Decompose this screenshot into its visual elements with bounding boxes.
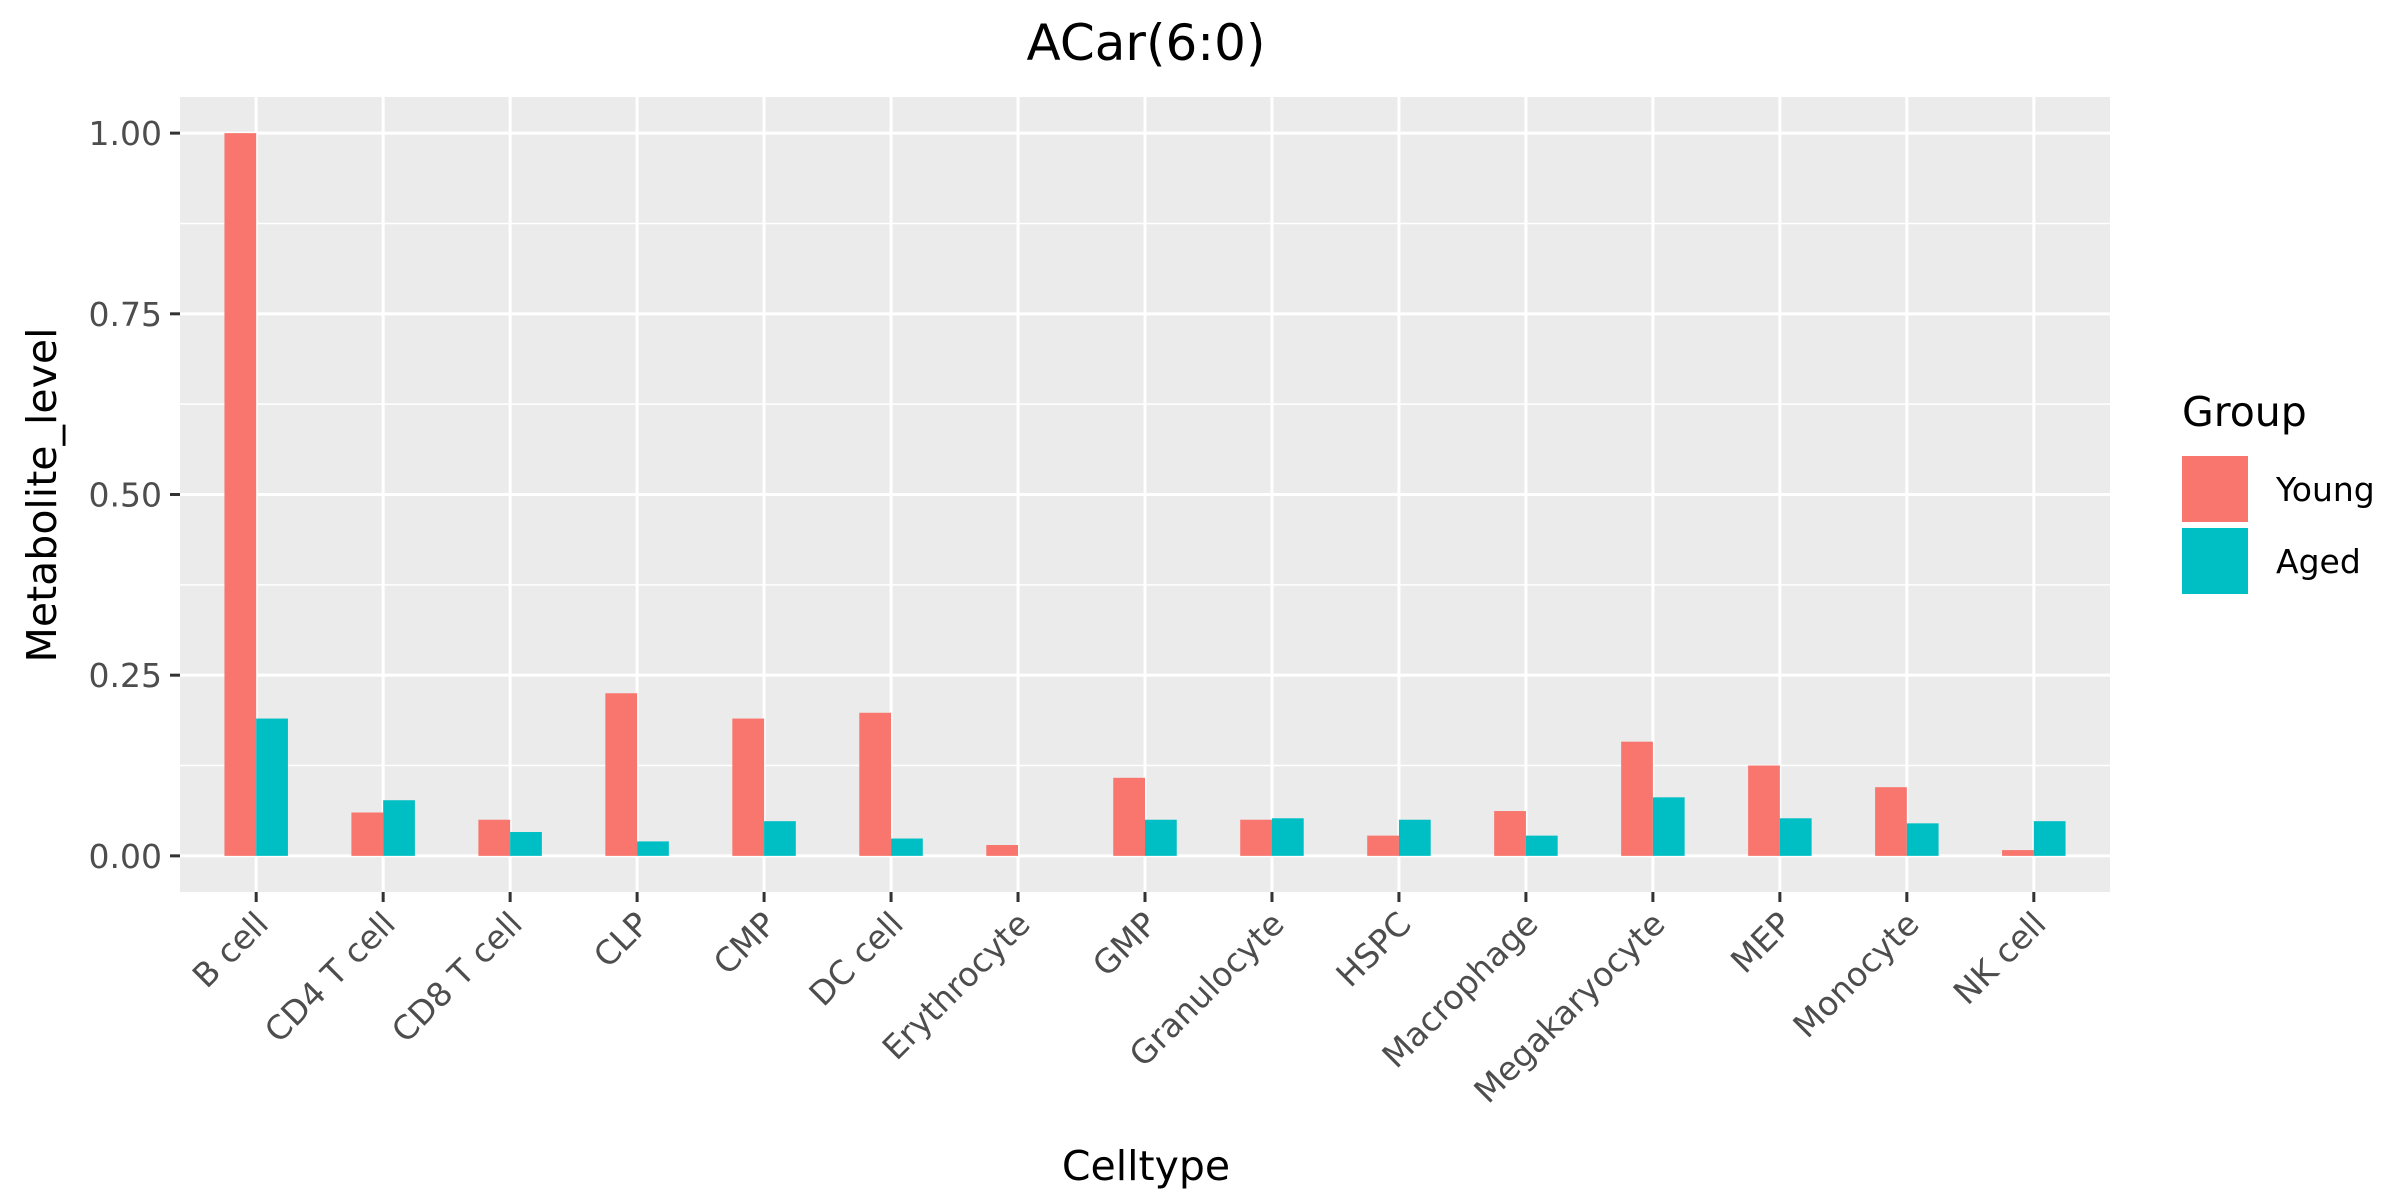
y-tick-label: 0.50 <box>89 476 162 515</box>
bar-young <box>1875 787 1907 856</box>
bar-aged <box>764 821 796 856</box>
bar-aged <box>891 838 923 856</box>
bar-aged <box>1525 835 1558 856</box>
x-tick-label: CLP <box>586 904 657 975</box>
x-tick-label: CD4 T cell <box>257 904 403 1050</box>
bar-young <box>1748 765 1780 856</box>
bar-aged <box>1779 818 1812 856</box>
y-tick-label: 1.00 <box>89 114 162 153</box>
bar-aged <box>637 841 669 856</box>
bar-young <box>1494 811 1526 856</box>
y-tick-label: 0.00 <box>89 837 162 876</box>
x-tick-label: Monocyte <box>1785 904 1926 1045</box>
x-tick-label: DC cell <box>801 904 910 1013</box>
bar-young <box>1113 777 1145 856</box>
y-axis-title: Metabolite_level <box>18 328 66 663</box>
bar-young <box>986 845 1019 856</box>
bars <box>224 133 2066 856</box>
bar-aged <box>2033 821 2066 856</box>
x-tick-label: CD8 T cell <box>384 904 530 1050</box>
x-tick-label: CMP <box>706 904 784 982</box>
bar-young <box>1240 819 1272 856</box>
chart-title: ACar(6:0) <box>1027 14 1266 72</box>
bar-aged <box>1271 818 1304 856</box>
legend-title: Group <box>2182 388 2307 436</box>
legend-label-young: Young <box>2275 470 2375 509</box>
legend-label-aged: Aged <box>2276 542 2361 581</box>
legend-swatch-young <box>2182 456 2248 522</box>
x-axis-title: Celltype <box>1062 1142 1230 1190</box>
x-tick-label: GMP <box>1085 904 1165 984</box>
bar-young <box>1367 835 1399 856</box>
y-tick-label: 0.75 <box>89 295 162 334</box>
bar-aged <box>256 718 288 856</box>
bar-young <box>1621 741 1653 856</box>
bar-young <box>859 712 892 856</box>
bar-young <box>224 133 257 856</box>
legend-swatch-aged <box>2182 528 2248 594</box>
bar-young <box>478 819 511 856</box>
y-tick-label: 0.25 <box>89 656 162 695</box>
bar-aged <box>1652 797 1685 856</box>
legend: Group Young Aged <box>2182 388 2375 594</box>
bar-aged <box>383 800 415 856</box>
bar-young <box>605 693 638 856</box>
bar-aged <box>1145 819 1177 856</box>
bar-young <box>351 812 384 856</box>
bar-young <box>2002 850 2034 856</box>
x-tick-label: MEP <box>1723 904 1800 981</box>
bar-aged <box>510 832 542 856</box>
x-tick-label: HSPC <box>1328 904 1418 994</box>
y-axis: 0.00 0.25 0.50 0.75 1.00 <box>89 114 180 876</box>
bar-young <box>732 718 765 856</box>
x-tick-label: NK cell <box>1946 904 2054 1012</box>
bar-aged <box>1906 823 1939 856</box>
bar-aged <box>1398 819 1431 856</box>
x-tick-label: B cell <box>185 904 276 995</box>
